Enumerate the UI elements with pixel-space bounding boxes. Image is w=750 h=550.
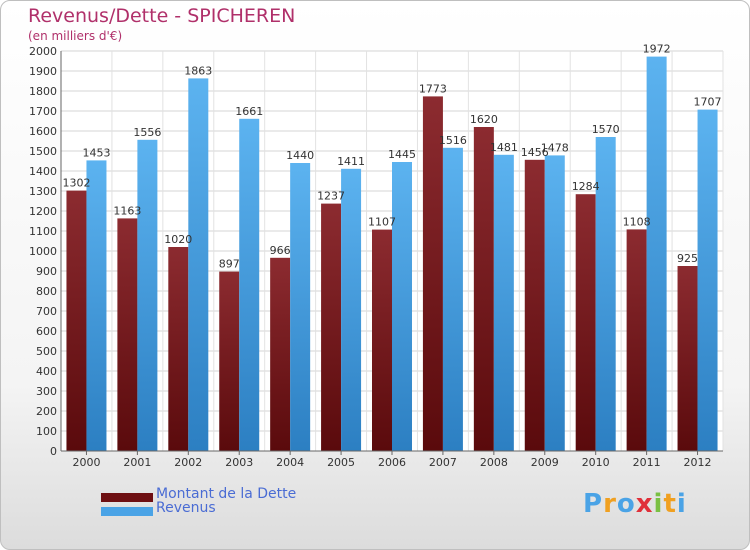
bar-dette [524,159,545,452]
bar-dette [422,96,443,452]
bar-revenus [697,109,718,451]
data-label: 1107 [368,216,396,229]
bar-revenus [544,155,565,451]
data-label: 1284 [572,180,600,193]
bar-revenus [137,139,158,452]
data-label: 1707 [694,96,722,109]
data-label: 1620 [470,113,498,126]
data-label: 925 [677,252,698,265]
y-tick-label: 1000 [29,245,57,258]
x-tick-label: 2005 [327,456,355,469]
legend-label-dette: Montant de la Dette [156,486,297,502]
data-label: 1556 [133,126,161,139]
x-tick-label: 2004 [276,456,304,469]
x-tick-label: 2009 [531,456,559,469]
data-label: 1773 [419,82,447,95]
bar-revenus [86,160,107,451]
data-label: 1440 [286,149,314,162]
x-tick-label: 2003 [225,456,253,469]
data-label: 1302 [62,177,90,190]
bar-revenus [188,78,209,452]
bar-dette [473,127,494,451]
data-label: 897 [219,258,240,271]
data-label: 1237 [317,190,345,203]
chart-title: Revenus/Dette - SPICHEREN [28,5,296,27]
data-label: 1863 [184,64,212,77]
y-tick-label: 700 [36,305,57,318]
data-label: 1481 [490,141,518,154]
proxiti-logo: Proxiti [583,489,687,519]
bar-dette [626,229,647,451]
legend-swatch-dette [101,493,153,502]
legend-label-revenus: Revenus [156,500,216,516]
bar-revenus [595,137,616,451]
data-label: 966 [270,244,291,257]
data-label: 1456 [521,146,549,159]
data-label: 1516 [439,134,467,147]
y-tick-label: 0 [50,445,57,458]
data-label: 1570 [592,123,620,136]
x-tick-label: 2001 [123,456,151,469]
data-label: 1453 [82,146,110,159]
bar-revenus [290,163,311,451]
y-tick-label: 800 [36,285,57,298]
y-tick-label: 2000 [29,45,57,58]
bar-revenus [392,162,412,451]
bar-dette [575,194,596,451]
y-tick-label: 1500 [29,145,57,158]
data-label: 1163 [113,204,141,217]
bar-revenus [442,147,463,452]
bar-revenus [341,168,362,452]
y-tick-label: 300 [36,385,57,398]
x-tick-label: 2007 [429,456,457,469]
x-tick-label: 2006 [378,456,406,469]
bar-dette [372,229,392,451]
x-tick-label: 2008 [480,456,508,469]
y-tick-label: 200 [36,405,57,418]
y-tick-label: 900 [36,265,57,278]
y-tick-label: 1700 [29,105,57,118]
x-tick-label: 2002 [174,456,202,469]
y-tick-label: 1300 [29,185,57,198]
x-tick-label: 2000 [72,456,100,469]
bar-dette [677,266,698,451]
x-tick-label: 2011 [633,456,661,469]
y-tick-label: 1900 [29,65,57,78]
y-tick-label: 500 [36,345,57,358]
bar-dette [270,257,291,451]
y-tick-label: 1600 [29,125,57,138]
bar-dette [321,203,342,451]
data-label: 1108 [623,215,651,228]
y-tick-label: 400 [36,365,57,378]
data-label: 1411 [337,155,365,168]
y-tick-label: 1800 [29,85,57,98]
bar-revenus [646,56,667,451]
data-label: 1478 [541,141,569,154]
y-tick-label: 1200 [29,205,57,218]
x-tick-label: 2012 [684,456,712,469]
bar-dette [66,190,87,451]
bar-dette [168,247,189,451]
x-tick-label: 2010 [582,456,610,469]
bar-dette [219,271,240,451]
legend-swatch-revenus [101,507,153,516]
bar-revenus [493,154,514,452]
y-tick-label: 100 [36,425,57,438]
y-tick-label: 1400 [29,165,57,178]
chart-subtitle: (en milliers d'€) [28,29,123,43]
y-tick-label: 1100 [29,225,57,238]
data-label: 1661 [235,105,263,118]
y-tick-label: 600 [36,325,57,338]
bar-dette [117,218,138,451]
bar-revenus [239,118,260,452]
data-label: 1972 [643,43,671,56]
data-label: 1020 [164,233,192,246]
data-label: 1445 [388,148,416,161]
